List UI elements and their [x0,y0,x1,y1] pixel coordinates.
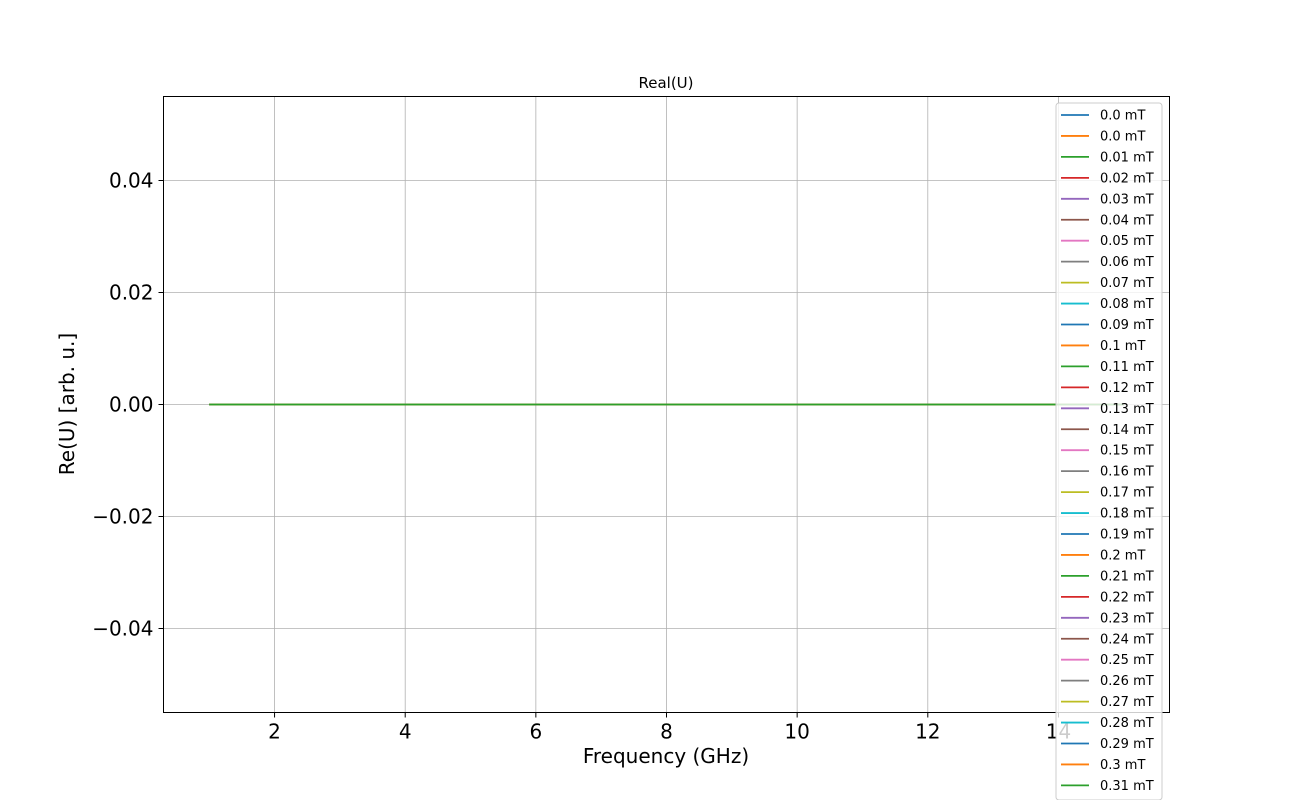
legend-entry: 0.22 mT [1100,590,1154,605]
legend: 0.0 mT 0.0 mT 0.01 mT 0.02 mT 0.03 mT 0.04 mT… [1055,102,1163,800]
legend-entry: 0.23 mT [1100,611,1154,626]
legend-entry: 0.1 mT [1100,339,1145,354]
legend-entry: 0.2 mT [1100,548,1145,563]
y-tick-label: 0.04 [109,169,154,193]
legend-entry: 0.28 mT [1100,716,1154,731]
legend-entry: 0.16 mT [1100,465,1154,480]
legend-entry: 0.07 mT [1100,276,1154,291]
y-tick-label: 0.00 [109,393,154,417]
y-tick-label: 0.02 [109,281,154,305]
y-tick-label: −0.02 [92,505,153,529]
legend-entry: 0.12 mT [1100,381,1154,396]
x-tick-label: 4 [399,720,412,744]
legend-entry: 0.11 mT [1100,360,1154,375]
legend-entry: 0.29 mT [1100,737,1154,752]
legend-entry: 0.24 mT [1100,632,1154,647]
legend-entry: 0.25 mT [1100,653,1154,668]
legend-entry: 0.13 mT [1100,402,1154,417]
legend-entry: 0.27 mT [1100,695,1154,710]
legend-entry: 0.18 mT [1100,507,1154,522]
legend-entry: 0.0 mT [1100,109,1145,124]
legend-entry: 0.02 mT [1100,171,1154,186]
x-tick-label: 10 [784,720,809,744]
legend-entry: 0.21 mT [1100,569,1154,584]
chart-title: Real(U) [638,74,693,92]
legend-entry: 0.01 mT [1100,150,1154,165]
y-tick-label: −0.04 [92,617,153,641]
legend-entry: 0.31 mT [1100,779,1154,794]
legend-entry: 0.26 mT [1100,674,1154,689]
x-tick-label: 8 [660,720,673,744]
legend-entry: 0.14 mT [1100,423,1154,438]
x-tick-label: 12 [915,720,940,744]
legend-entry: 0.09 mT [1100,318,1154,333]
legend-entry: 0.17 mT [1100,486,1154,501]
legend-frame [1055,102,1163,800]
legend-entry: 0.0 mT [1100,129,1145,144]
legend-entry: 0.06 mT [1100,255,1154,270]
legend-entry: 0.19 mT [1100,528,1154,543]
x-tick-label: 6 [529,720,542,744]
y-axis-ticks: −0.04 −0.02 0.00 0.02 0.04 [92,169,164,641]
x-tick-label: 2 [268,720,281,744]
legend-entry: 0.05 mT [1100,234,1154,249]
legend-entry: 0.04 mT [1100,213,1154,228]
y-axis-label: Re(U) [arb. u.] [55,333,79,475]
legend-entry: 0.3 mT [1100,758,1145,773]
x-axis-label: Frequency (GHz) [583,744,749,768]
legend-entry: 0.08 mT [1100,297,1154,312]
legend-entry: 0.03 mT [1100,192,1154,207]
legend-entry: 0.15 mT [1100,444,1154,459]
